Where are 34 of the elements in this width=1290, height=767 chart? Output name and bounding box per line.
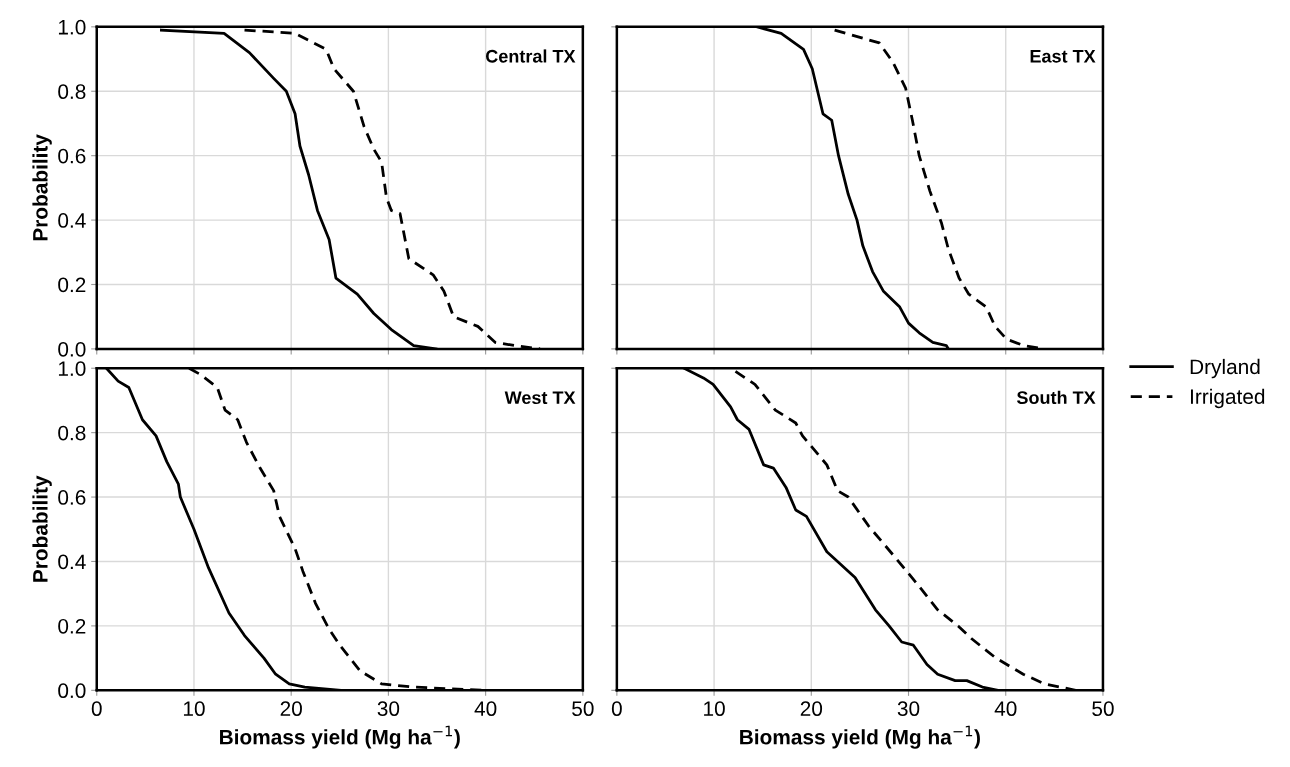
x-tick-label: 40 (474, 701, 497, 717)
y-tick-label: 0.4 (58, 213, 86, 228)
x-tick-label: 30 (897, 701, 920, 717)
y-tick-label: 1.0 (58, 361, 86, 376)
legend-label: Dryland (1190, 358, 1260, 379)
x-tick-label: 30 (377, 701, 400, 717)
text: South TX (1016, 390, 1096, 405)
y-axis-title: Probability (32, 475, 52, 582)
legend-label: Irrigated (1190, 388, 1265, 409)
y-tick-label: 0.8 (58, 84, 86, 100)
x-tick-label: 40 (994, 701, 1017, 717)
y-tick-label: 1.0 (58, 19, 86, 35)
y-tick-label: 0.4 (58, 554, 86, 570)
y-tick-label: 0.6 (58, 148, 86, 164)
x-tick-label: 0 (91, 701, 102, 717)
y-tick-label: 0.0 (58, 683, 86, 699)
text: East TX (1030, 50, 1096, 63)
x-tick-label: 10 (183, 701, 205, 717)
x-tick-label: 50 (1092, 701, 1114, 717)
y-tick-label: 0.2 (58, 618, 86, 634)
text: Central TX (486, 49, 576, 63)
y-tick-label: 0.8 (58, 425, 86, 441)
x-tick-label: 20 (280, 701, 302, 717)
x-tick-label: 20 (800, 701, 823, 717)
text: West TX (504, 391, 576, 405)
y-tick-label: 0.6 (58, 490, 86, 505)
x-axis-title: Biomass yield (Mg ha$^{−1}$) (220, 725, 460, 749)
x-tick-label: 0 (611, 701, 622, 717)
y-tick-label: 0.2 (58, 277, 86, 293)
x-tick-label: 50 (572, 701, 594, 717)
y-axis-title: Probability (32, 134, 52, 241)
y-tick-label: 0.0 (58, 341, 86, 357)
x-axis-title: Biomass yield (Mg ha$^{−1}$) (740, 725, 980, 749)
x-tick-label: 10 (704, 701, 725, 717)
